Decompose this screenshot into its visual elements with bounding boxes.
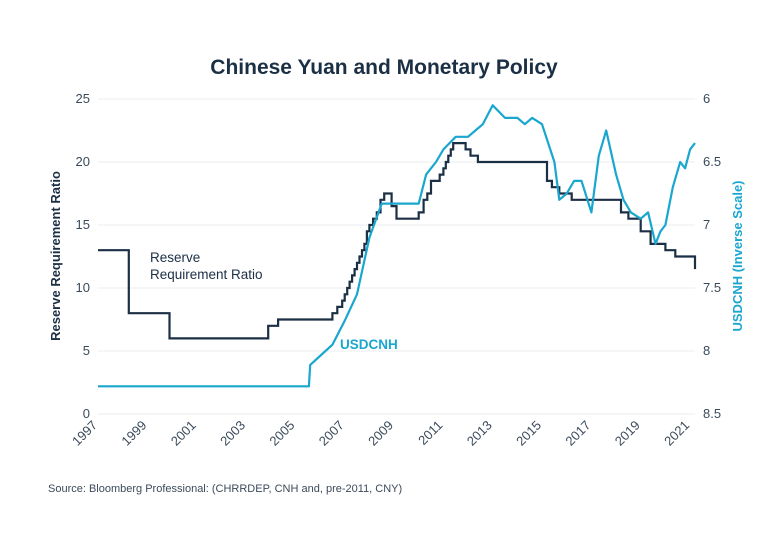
left-tick-label: 5 xyxy=(83,343,90,358)
right-tick-label: 7.5 xyxy=(703,280,721,295)
source-note: Source: Bloomberg Professional: (CHRRDEP… xyxy=(48,483,402,495)
series-reserve-requirement-ratio xyxy=(98,142,697,340)
x-axis-ticks: 1997 1999 2001 2003 2005 2007 2009 2011 2013 2015… xyxy=(69,418,692,449)
chart-title: Chinese Yuan and Monetary Policy xyxy=(210,56,558,79)
gridlines xyxy=(98,98,695,415)
x-tick-label: 2017 xyxy=(562,418,593,449)
right-axis-ticks: 6 6.5 7 7.5 8 8.5 xyxy=(703,91,721,421)
left-tick-label: 15 xyxy=(76,217,90,232)
x-tick-label: 2015 xyxy=(513,418,544,449)
x-tick-label: 2003 xyxy=(217,418,248,449)
right-tick-label: 6.5 xyxy=(703,154,721,169)
x-tick-label: 2009 xyxy=(365,418,396,449)
x-tick-label: 2013 xyxy=(464,418,495,449)
x-tick-label: 1997 xyxy=(69,418,100,449)
x-tick-label: 2005 xyxy=(266,418,297,449)
x-tick-label: 2001 xyxy=(168,418,199,449)
x-tick-label: 2011 xyxy=(415,418,445,448)
right-tick-label: 6 xyxy=(703,91,710,106)
left-axis-label: Reserve Requirement Ratio xyxy=(48,171,63,341)
series-line-rrr xyxy=(98,142,697,340)
right-tick-label: 8 xyxy=(703,343,710,358)
x-tick-label: 2007 xyxy=(316,418,347,449)
annotation-rrr-line1: Reserve xyxy=(150,250,200,265)
left-axis-ticks: 0 5 10 15 20 25 xyxy=(76,91,90,421)
left-tick-label: 0 xyxy=(83,406,90,421)
x-tick-label: 2019 xyxy=(612,418,643,449)
series-line-usdcnh xyxy=(98,104,696,388)
right-tick-label: 7 xyxy=(703,217,710,232)
right-tick-label: 8.5 xyxy=(703,406,721,421)
right-axis-label: USDCNH (Inverse Scale) xyxy=(730,181,745,332)
annotation-rrr-line2: Requirement Ratio xyxy=(150,267,263,282)
annotation-usdcnh: USDCNH xyxy=(340,337,398,352)
left-tick-label: 10 xyxy=(76,280,90,295)
x-tick-label: 2021 xyxy=(661,418,692,449)
left-tick-label: 20 xyxy=(76,154,90,169)
left-tick-label: 25 xyxy=(76,91,90,106)
x-tick-label: 1999 xyxy=(118,418,149,449)
series-usdcnh xyxy=(98,104,696,388)
